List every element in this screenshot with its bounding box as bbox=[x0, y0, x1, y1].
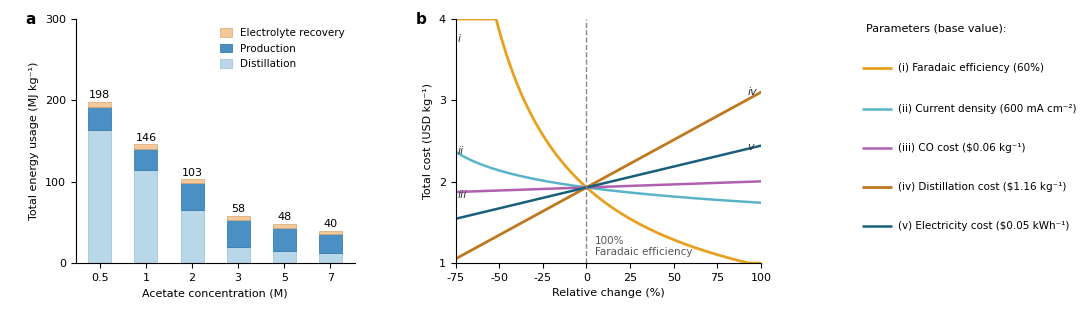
Text: 100%
Faradaic efficiency: 100% Faradaic efficiency bbox=[595, 236, 692, 257]
Bar bbox=[319, 230, 342, 234]
X-axis label: Acetate concentration (M): Acetate concentration (M) bbox=[143, 288, 288, 298]
Text: Parameters (base value):: Parameters (base value): bbox=[866, 24, 1007, 34]
Text: i: i bbox=[457, 34, 460, 44]
Bar bbox=[180, 179, 203, 183]
Bar bbox=[227, 247, 249, 263]
Bar bbox=[89, 102, 111, 107]
Bar bbox=[134, 149, 158, 170]
Bar bbox=[273, 228, 296, 251]
X-axis label: Relative change (%): Relative change (%) bbox=[552, 288, 664, 298]
Text: b: b bbox=[416, 12, 427, 27]
Y-axis label: Total cost (USD kg⁻¹): Total cost (USD kg⁻¹) bbox=[423, 83, 433, 199]
Bar bbox=[180, 210, 203, 263]
Text: 48: 48 bbox=[278, 212, 292, 223]
Text: 146: 146 bbox=[135, 133, 157, 143]
Bar bbox=[180, 183, 203, 210]
Text: 58: 58 bbox=[231, 204, 245, 214]
Bar bbox=[134, 170, 158, 263]
Text: ii: ii bbox=[457, 146, 463, 156]
Text: (iii) CO cost ($0.06 kg⁻¹): (iii) CO cost ($0.06 kg⁻¹) bbox=[899, 143, 1026, 153]
Text: 198: 198 bbox=[90, 90, 110, 100]
Text: (v) Electricity cost ($0.05 kWh⁻¹): (v) Electricity cost ($0.05 kWh⁻¹) bbox=[899, 222, 1069, 231]
Legend: Electrolyte recovery, Production, Distillation: Electrolyte recovery, Production, Distil… bbox=[215, 24, 349, 73]
Text: (iv) Distillation cost ($1.16 kg⁻¹): (iv) Distillation cost ($1.16 kg⁻¹) bbox=[899, 183, 1067, 192]
Bar bbox=[319, 234, 342, 253]
Text: a: a bbox=[26, 12, 36, 27]
Y-axis label: Total energy usage (MJ kg⁻¹): Total energy usage (MJ kg⁻¹) bbox=[29, 62, 39, 220]
Text: (i) Faradaic efficiency (60%): (i) Faradaic efficiency (60%) bbox=[899, 63, 1044, 73]
Text: iii: iii bbox=[457, 190, 467, 200]
Text: v: v bbox=[747, 142, 754, 152]
Text: iv: iv bbox=[747, 87, 757, 97]
Bar bbox=[89, 107, 111, 131]
Text: (ii) Current density (600 mA cm⁻²): (ii) Current density (600 mA cm⁻²) bbox=[899, 104, 1077, 114]
Text: 103: 103 bbox=[181, 168, 203, 178]
Bar bbox=[89, 131, 111, 263]
Bar bbox=[227, 216, 249, 220]
Bar bbox=[273, 251, 296, 263]
Bar bbox=[319, 253, 342, 263]
Bar bbox=[273, 224, 296, 228]
Bar bbox=[134, 144, 158, 149]
Text: 40: 40 bbox=[323, 219, 337, 229]
Bar bbox=[227, 220, 249, 247]
